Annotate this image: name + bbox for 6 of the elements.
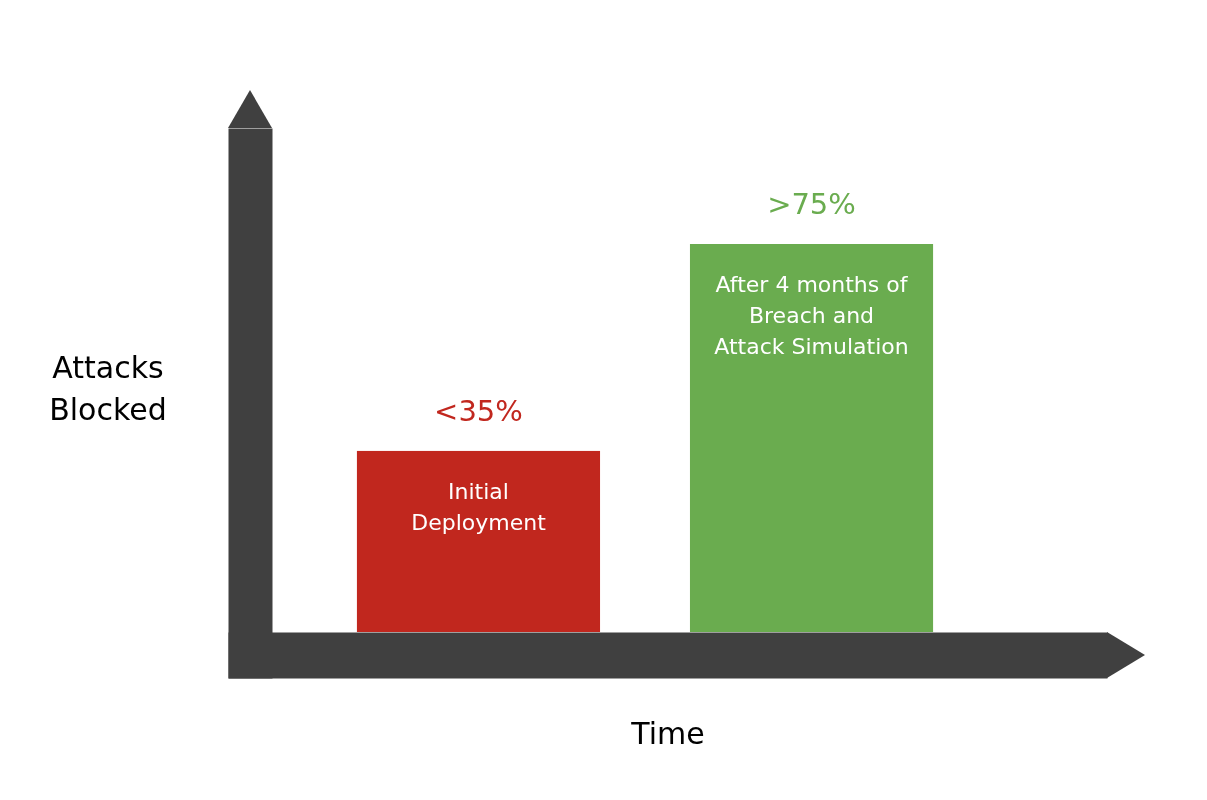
data-label: >75%: [767, 187, 856, 221]
x-axis-title: Time: [630, 716, 705, 751]
x-tick-label: Initial Deployment: [411, 478, 547, 535]
x-tick-label: After 4 months of Breach and Attack Simulation: [714, 272, 909, 359]
y-axis-title: Attacks Blocked: [49, 350, 167, 427]
data-label: <35%: [434, 393, 523, 428]
